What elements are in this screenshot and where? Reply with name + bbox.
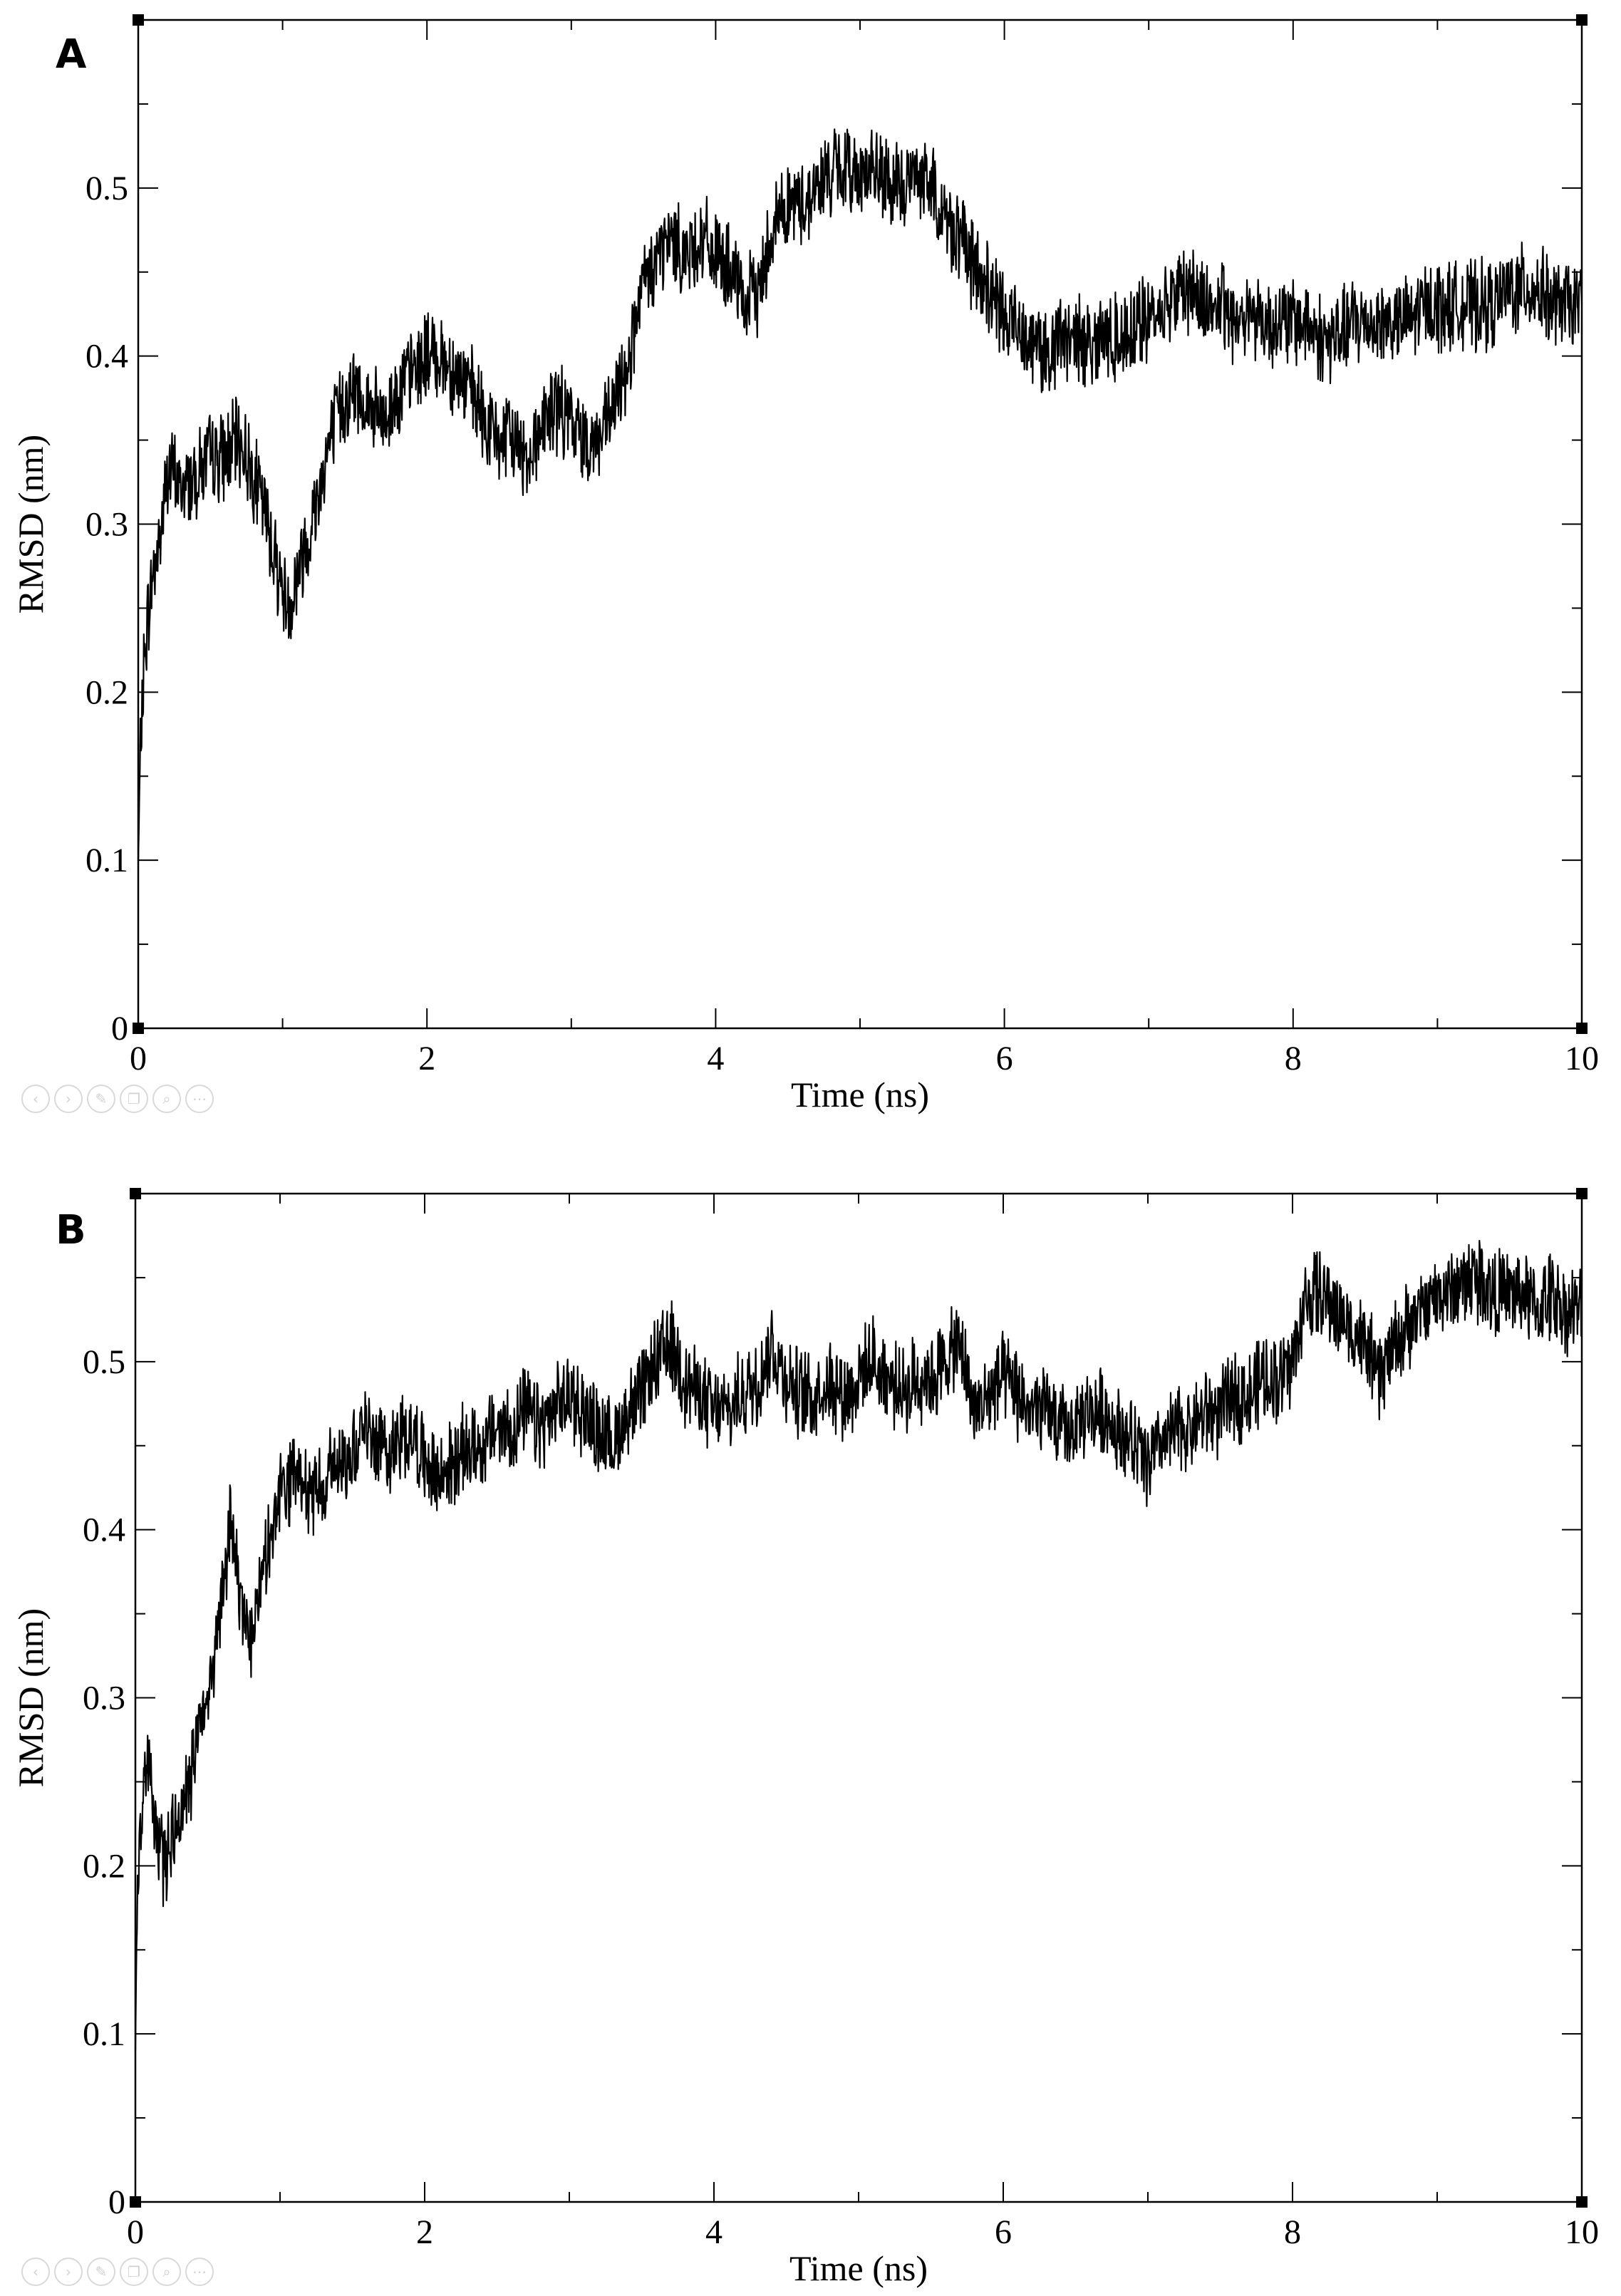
x-tick-label: 6: [996, 1040, 1013, 1077]
chart-panel-b: 0 2 4 6 8 10 0 0.1 0.2 0.3 0.4 0.5 Time (ns) RMSD (nm…: [11, 1188, 1599, 2288]
toolbar-top: ‹ › ✎ ❐ ⌕ ⋯: [21, 1085, 214, 1113]
copy-icon[interactable]: ❐: [120, 1085, 148, 1113]
y-tick-label: 0.4: [83, 1511, 125, 1549]
x-tick-label: 10: [1565, 2213, 1599, 2251]
y-tick-label: 0.3: [83, 1680, 125, 1717]
x-axis-label: Time (ns): [789, 2248, 928, 2288]
y-tick-label: 0: [111, 1010, 128, 1048]
copy-icon[interactable]: ❐: [120, 2258, 148, 2286]
frame-corner-marker: [130, 2196, 141, 2208]
x-tick-label: 4: [705, 2213, 723, 2251]
x-tick-label: 6: [995, 2213, 1012, 2251]
y-tick-label: 0.3: [86, 506, 128, 544]
series-line: [134, 1240, 1583, 2051]
x-tick-label: 0: [127, 2213, 144, 2251]
panel-letter: A: [56, 31, 87, 78]
y-tick-label: 0: [108, 2183, 125, 2221]
more-icon[interactable]: ⋯: [185, 1085, 214, 1113]
more-icon[interactable]: ⋯: [185, 2258, 214, 2286]
prev-icon[interactable]: ‹: [21, 1085, 50, 1113]
series-line: [137, 128, 1583, 861]
x-axis-label: Time (ns): [791, 1075, 929, 1115]
x-tick-label: 8: [1285, 1040, 1302, 1077]
chart-panel-a: 0 2 4 6 8 10 0 0.1 0.2 0.3 0.4 0.5 Time (ns) RMSD (nm…: [11, 14, 1599, 1115]
x-tick-label: 2: [416, 2213, 433, 2251]
y-tick-label: 0.2: [86, 673, 128, 711]
y-axis-label: RMSD (nm): [11, 435, 51, 614]
frame-corner-marker: [130, 1188, 141, 1199]
edit-icon[interactable]: ✎: [87, 2258, 115, 2286]
frame-corner-marker: [1576, 14, 1588, 26]
frame-corner-marker: [1576, 2196, 1588, 2208]
y-tick-label: 0.5: [83, 1343, 125, 1381]
x-tick-label: 0: [130, 1040, 147, 1077]
x-tick-label: 2: [418, 1040, 435, 1077]
y-tick-label: 0.4: [86, 338, 128, 376]
x-tick-label: 10: [1565, 1040, 1599, 1077]
zoom-icon[interactable]: ⌕: [152, 1085, 181, 1113]
frame-corner-marker: [1576, 1023, 1588, 1034]
panel-letter: B: [56, 1207, 86, 1253]
y-tick-label: 0.5: [86, 170, 128, 207]
x-tick-label: 8: [1284, 2213, 1301, 2251]
zoom-icon[interactable]: ⌕: [152, 2258, 181, 2286]
y-tick-label: 0.1: [83, 2015, 125, 2053]
next-icon[interactable]: ›: [54, 1085, 83, 1113]
toolbar-bottom: ‹ › ✎ ❐ ⌕ ⋯: [21, 2258, 214, 2286]
x-tick-label: 4: [707, 1040, 724, 1077]
edit-icon[interactable]: ✎: [87, 1085, 115, 1113]
frame-corner-marker: [133, 14, 144, 26]
frame-corner-marker: [133, 1023, 144, 1034]
y-tick-label: 0.2: [83, 1847, 125, 1885]
prev-icon[interactable]: ‹: [21, 2258, 50, 2286]
frame-corner-marker: [1576, 1188, 1588, 1199]
next-icon[interactable]: ›: [54, 2258, 83, 2286]
y-tick-label: 0.1: [86, 842, 128, 879]
y-axis-label: RMSD (nm): [11, 1608, 51, 1787]
